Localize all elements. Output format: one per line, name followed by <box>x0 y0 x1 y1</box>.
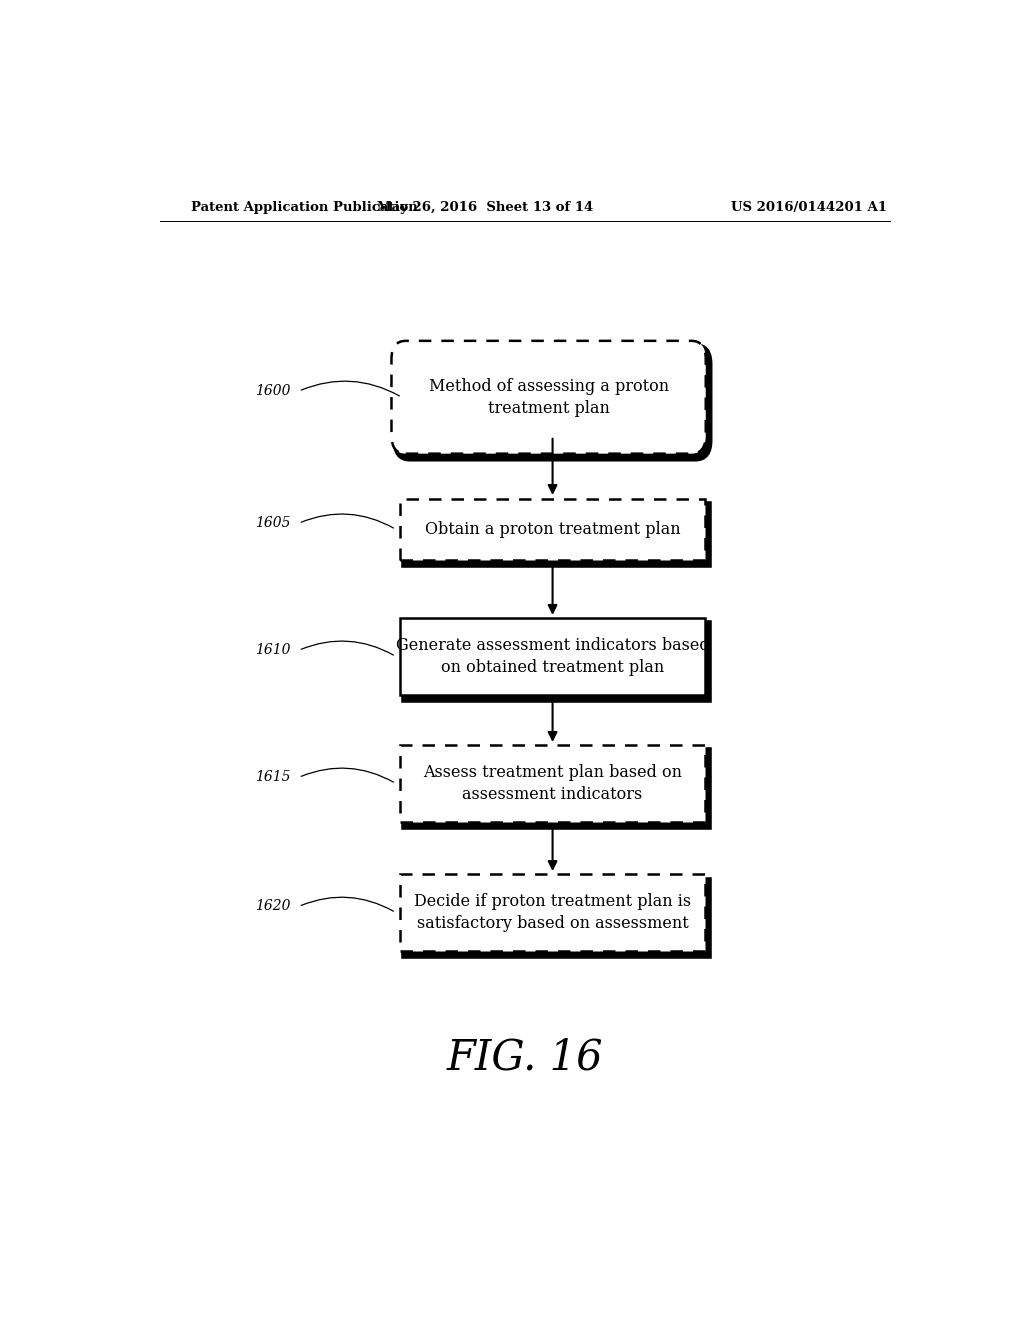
Text: Generate assessment indicators based
on obtained treatment plan: Generate assessment indicators based on … <box>395 636 710 676</box>
FancyBboxPatch shape <box>403 504 710 565</box>
Text: Patent Application Publication: Patent Application Publication <box>191 201 418 214</box>
Text: Obtain a proton treatment plan: Obtain a proton treatment plan <box>425 521 680 537</box>
Text: 1615: 1615 <box>255 771 291 784</box>
Text: 1605: 1605 <box>255 516 291 531</box>
Text: 1620: 1620 <box>255 899 291 913</box>
Text: 1610: 1610 <box>255 643 291 657</box>
FancyBboxPatch shape <box>403 623 710 700</box>
FancyBboxPatch shape <box>399 618 706 694</box>
Text: FIG. 16: FIG. 16 <box>446 1038 603 1078</box>
FancyBboxPatch shape <box>395 346 710 459</box>
FancyBboxPatch shape <box>399 874 706 950</box>
Text: US 2016/0144201 A1: US 2016/0144201 A1 <box>731 201 887 214</box>
FancyBboxPatch shape <box>391 341 706 454</box>
Text: May 26, 2016  Sheet 13 of 14: May 26, 2016 Sheet 13 of 14 <box>377 201 593 214</box>
Text: Assess treatment plan based on
assessment indicators: Assess treatment plan based on assessmen… <box>423 764 682 803</box>
FancyBboxPatch shape <box>399 746 706 821</box>
FancyBboxPatch shape <box>403 751 710 826</box>
Text: 1600: 1600 <box>255 384 291 399</box>
FancyBboxPatch shape <box>399 499 706 560</box>
Text: Method of assessing a proton
treatment plan: Method of assessing a proton treatment p… <box>429 378 669 417</box>
FancyBboxPatch shape <box>403 879 710 956</box>
Text: Decide if proton treatment plan is
satisfactory based on assessment: Decide if proton treatment plan is satis… <box>414 892 691 932</box>
